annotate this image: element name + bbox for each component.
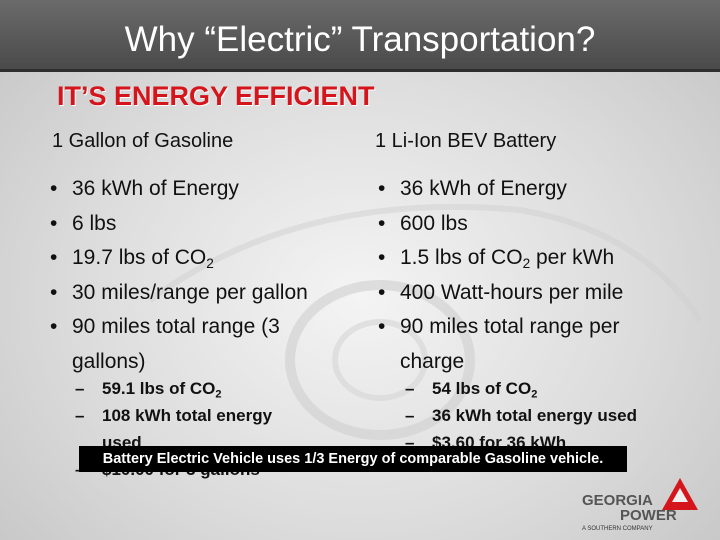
header-bar: Why “Electric” Transportation? [0, 0, 720, 72]
item-text: per kWh [530, 246, 615, 270]
logo-tagline: A SOUTHERN COMPANY [582, 526, 653, 532]
subscript: 2 [215, 388, 222, 401]
subscript: 2 [522, 256, 531, 272]
bullet-list: 36 kWh of Energy 600 lbs 1.5 lbs of CO2 pe… [378, 172, 678, 380]
bullet-item: 19.7 lbs of CO2 [50, 241, 342, 276]
item-text: 600 lbs [400, 211, 468, 235]
slide-title: Why “Electric” Transportation? [124, 20, 596, 59]
bullet-item: 36 kWh of Energy [378, 172, 678, 207]
item-text: 19.7 lbs of CO [72, 246, 207, 270]
item-text: 54 lbs of CO [432, 379, 532, 398]
bullet-item: 6 lbs [50, 207, 342, 242]
bullet-item: 600 lbs [378, 207, 678, 242]
bullet-item: 36 kWh of Energy [50, 172, 342, 207]
item-text: 400 Watt-hours per mile [400, 280, 624, 304]
sub-bullet-list: 54 lbs of CO236 kWh total energy used$3.… [405, 375, 705, 456]
sub-bullet-item: 54 lbs of CO2 [405, 375, 705, 402]
bullet-list: 36 kWh of Energy 6 lbs 19.7 lbs of CO2 30 m… [50, 172, 342, 380]
item-text: 36 kWh of Energy [400, 177, 567, 200]
subscript: 2 [206, 256, 214, 272]
item-text: 36 kWh of Energy [72, 177, 239, 200]
item-text: 30 miles/range per gallon [72, 280, 308, 304]
item-text: 90 miles total range per charge [400, 315, 620, 373]
subscript: 2 [531, 388, 538, 401]
bullet-item: 1.5 lbs of CO2 per kWh [378, 241, 678, 276]
column-heading: 1 Li-Ion BEV Battery [375, 130, 557, 152]
bullet-item: 90 miles total range per charge [378, 310, 678, 379]
subtitle: IT’S ENERGY EFFICIENT [57, 81, 375, 111]
item-text: 1.5 lbs of CO [400, 246, 523, 270]
bullet-item: 90 miles total range (3 gallons) [50, 310, 342, 379]
bullet-item: 400 Watt-hours per mile [378, 276, 678, 311]
column-heading: 1 Gallon of Gasoline [52, 130, 234, 152]
sub-bullet-item: 36 kWh total energy used [405, 402, 705, 429]
item-text: 90 miles total range (3 gallons) [72, 315, 280, 373]
bullet-item: 30 miles/range per gallon [50, 276, 342, 311]
logo-mark [662, 478, 698, 510]
logo-text: POWER [620, 507, 677, 524]
sub-bullet-item: 59.1 lbs of CO2 [75, 375, 307, 402]
item-text: 36 kWh total energy used [432, 406, 637, 425]
item-text: 59.1 lbs of CO [102, 379, 216, 398]
logo: GEORGIA POWER A SOUTHERN COMPANY [580, 476, 710, 536]
banner: Battery Electric Vehicle uses 1/3 Energy… [79, 446, 627, 472]
item-text: 6 lbs [72, 211, 117, 235]
logo-text: GEORGIA [582, 492, 653, 509]
